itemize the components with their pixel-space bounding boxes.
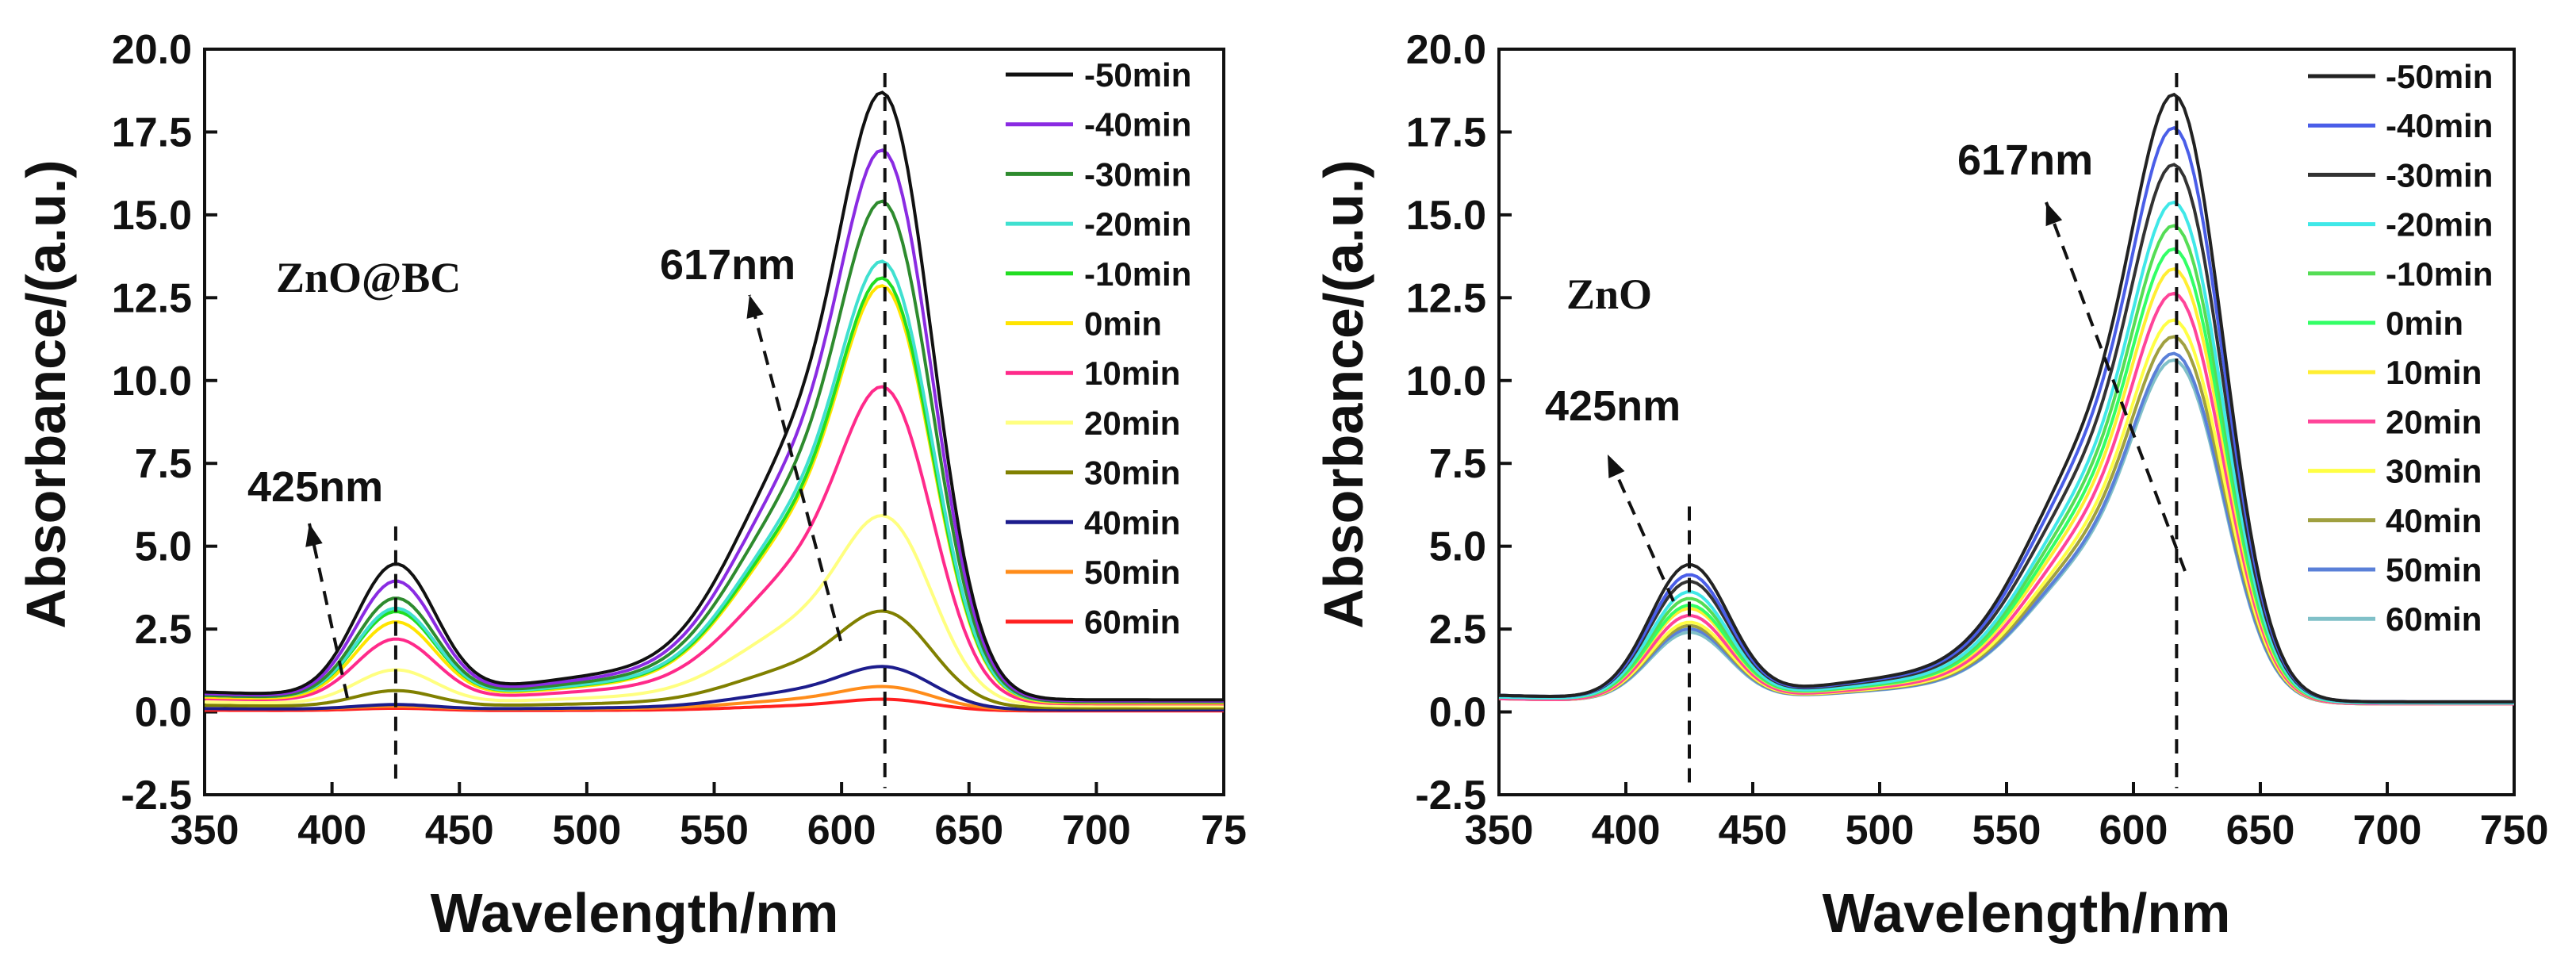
legend: -50min -40min -30min -20min -10min 0min 10min 2… — [1006, 56, 1191, 641]
annotation-425nm: 425nm — [247, 463, 383, 511]
y-tick-label: 20.0 — [1406, 27, 1486, 73]
chart-panel-zno: ZnO Wavelength/nm Absorbance/(a.u.) -2.5… — [1313, 27, 2548, 944]
x-tick-label: 600 — [2099, 807, 2168, 853]
series-group — [204, 90, 1225, 713]
x-tick-label: 350 — [1465, 807, 1534, 853]
y-tick-label: 0.0 — [135, 690, 192, 736]
legend-label: -40min — [1084, 106, 1191, 144]
y-tick-label: -2.5 — [1415, 773, 1486, 819]
x-tick-label: 450 — [425, 807, 494, 853]
series-line-10min — [204, 385, 1225, 706]
y-tick-label: 5.0 — [135, 524, 192, 570]
x-tick-label: 700 — [1062, 807, 1131, 853]
legend-label: 0min — [2386, 305, 2463, 342]
y-tick-label: 12.5 — [112, 275, 192, 321]
legend-label: 0min — [1084, 305, 1162, 343]
y-tick-label: 20.0 — [112, 27, 192, 73]
sample-label: ZnO — [1566, 270, 1652, 318]
legend-label: -20min — [1084, 205, 1191, 243]
x-tick-label: 750 — [2480, 807, 2549, 853]
annotation-617nm: 617nm — [1957, 136, 2093, 184]
y-tick-label: 17.5 — [1406, 109, 1486, 155]
legend-label: 60min — [2386, 600, 2482, 638]
y-tick-label: 2.5 — [135, 607, 192, 653]
x-tick-label: 650 — [934, 807, 1003, 853]
y-tick-label: 17.5 — [112, 109, 192, 155]
x-axis-title: Wavelength/nm — [431, 882, 839, 944]
x-tick-label: 450 — [1719, 807, 1788, 853]
x-tick-label: 500 — [552, 807, 621, 853]
y-tick-label: 15.0 — [112, 193, 192, 239]
legend: -50min -40min -30min -20min -10min 0min 10min 2… — [2308, 58, 2493, 638]
annotation-arrow-shaft — [308, 523, 349, 699]
annotation-arrow-head — [746, 295, 764, 319]
x-tick-label: 600 — [807, 807, 876, 853]
series-group — [1498, 92, 2515, 706]
chart-panel-znobc: ZnO@BC Wavelength/nm Absorbance/(a.u.) -… — [15, 27, 1247, 944]
annotation-arrow-head — [305, 523, 323, 547]
legend-label: 20min — [1084, 405, 1180, 442]
y-axis-title: Absorbance/(a.u.) — [15, 159, 77, 628]
annotation-arrow-shaft — [1606, 454, 1675, 602]
legend-label: 10min — [2386, 354, 2482, 391]
x-axis-title: Wavelength/nm — [1823, 882, 2231, 944]
x-tick-label: 400 — [1592, 807, 1661, 853]
x-tick-label: 700 — [2353, 807, 2422, 853]
legend-label: -30min — [1084, 155, 1191, 193]
y-tick-label: 2.5 — [1429, 607, 1486, 653]
legend-label: -10min — [1084, 255, 1191, 293]
legend-label: 30min — [2386, 453, 2482, 490]
x-tick-label: 550 — [680, 807, 749, 853]
y-tick-label: -2.5 — [121, 773, 192, 819]
y-tick-label: 15.0 — [1406, 193, 1486, 239]
legend-label: 60min — [1084, 604, 1180, 641]
x-tick-label: 400 — [297, 807, 366, 853]
annotation-425nm: 425nm — [1545, 382, 1681, 430]
series-line-20min — [204, 513, 1224, 707]
annotation-617nm: 617nm — [660, 241, 795, 289]
y-tick-label: 12.5 — [1406, 275, 1486, 321]
series-line--50min — [204, 90, 1224, 702]
x-tick-label: 350 — [171, 807, 240, 853]
y-tick-label: 5.0 — [1429, 524, 1486, 570]
x-tick-label: 550 — [1972, 807, 2041, 853]
legend-label: 20min — [2386, 403, 2482, 440]
legend-label: -20min — [2386, 206, 2493, 244]
legend-label: 50min — [2386, 551, 2482, 589]
x-tick-label: 500 — [1846, 807, 1915, 853]
y-tick-label: 10.0 — [112, 359, 192, 405]
x-tick-label: 75 — [1201, 807, 1247, 853]
legend-label: 10min — [1084, 355, 1180, 392]
series-line-30min — [204, 609, 1224, 710]
legend-label: 30min — [1084, 454, 1180, 492]
y-tick-label: 7.5 — [1429, 441, 1486, 487]
annotation-arrow-shaft — [748, 294, 842, 642]
legend-label: -10min — [2386, 255, 2493, 293]
sample-label: ZnO@BC — [276, 254, 461, 301]
annotation-arrow-shaft — [2045, 201, 2187, 572]
x-tick-label: 650 — [2226, 807, 2295, 853]
legend-label: 40min — [1084, 504, 1180, 541]
annotation-arrow-head — [1608, 454, 1625, 479]
annotation-arrow-head — [2045, 202, 2063, 227]
y-tick-label: 7.5 — [135, 441, 192, 487]
legend-label: 50min — [1084, 554, 1180, 591]
y-tick-label: 10.0 — [1406, 359, 1486, 405]
y-axis-title: Absorbance/(a.u.) — [1313, 159, 1374, 628]
legend-label: -50min — [1084, 56, 1191, 94]
legend-label: -40min — [2386, 107, 2493, 144]
series-line--50min — [1498, 92, 2514, 704]
legend-label: -30min — [2386, 156, 2493, 194]
series-line-40min — [205, 665, 1224, 711]
legend-label: 40min — [2386, 502, 2482, 539]
y-tick-label: 0.0 — [1429, 690, 1486, 736]
legend-label: -50min — [2386, 58, 2493, 95]
